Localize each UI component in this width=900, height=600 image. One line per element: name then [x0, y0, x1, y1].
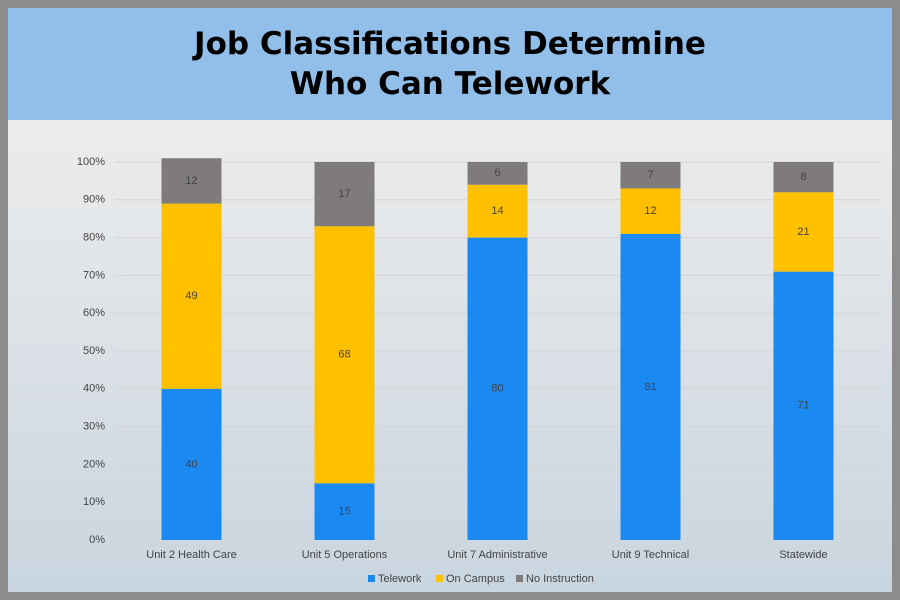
bar-segment: [773, 192, 834, 272]
x-tick-label: Unit 9 Technical: [612, 549, 689, 561]
legend-label: No Instruction: [526, 573, 594, 585]
bar-segment: [620, 233, 681, 540]
y-tick-label: 20%: [83, 458, 105, 470]
data-label: 80: [491, 383, 503, 395]
data-label: 71: [797, 400, 809, 412]
data-label: 7: [647, 169, 653, 181]
legend-swatch: [368, 575, 375, 582]
legend-label: On Campus: [446, 573, 505, 585]
bar-segment: [161, 158, 222, 204]
legend-swatch: [516, 575, 523, 582]
data-label: 15: [338, 506, 350, 518]
y-tick-label: 100%: [77, 156, 105, 168]
data-label: 12: [185, 175, 197, 187]
chart-title: Job Classifications Determine Who Can Te…: [194, 26, 706, 102]
bar-segment: [467, 237, 528, 540]
data-label: 49: [185, 290, 197, 302]
legend-swatch: [436, 575, 443, 582]
title-banner: Job Classifications Determine Who Can Te…: [8, 8, 892, 120]
data-label: 8: [800, 171, 806, 183]
x-tick-label: Unit 2 Health Care: [146, 549, 237, 561]
data-label: 12: [644, 205, 656, 217]
bar-segment: [620, 162, 681, 189]
bar-segment: [314, 226, 375, 484]
bar-segment: [773, 162, 834, 193]
y-tick-label: 50%: [83, 345, 105, 357]
y-tick-label: 90%: [83, 194, 105, 206]
data-label: 68: [338, 349, 350, 361]
bar-segment: [467, 184, 528, 238]
data-label: 81: [644, 381, 656, 393]
y-tick-label: 0%: [89, 534, 105, 546]
y-tick-label: 30%: [83, 421, 105, 433]
data-label: 17: [338, 188, 350, 200]
x-tick-label: Statewide: [779, 549, 827, 561]
plot-background: [8, 120, 892, 592]
bar-segment: [314, 162, 375, 227]
y-tick-label: 10%: [83, 496, 105, 508]
y-tick-label: 60%: [83, 307, 105, 319]
bar-segment: [161, 388, 222, 540]
bar-segment: [773, 271, 834, 540]
x-tick-label: Unit 7 Administrative: [447, 549, 547, 561]
bar-segment: [620, 188, 681, 234]
bar-segment: [314, 483, 375, 540]
data-label: 6: [494, 167, 500, 179]
bar-segment: [467, 162, 528, 185]
bar-segment: [161, 203, 222, 389]
data-label: 14: [491, 205, 503, 217]
legend-label: Telework: [378, 573, 422, 585]
y-tick-label: 70%: [83, 269, 105, 281]
data-label: 40: [185, 458, 197, 470]
y-tick-label: 40%: [83, 383, 105, 395]
data-label: 21: [797, 226, 809, 238]
y-tick-label: 80%: [83, 232, 105, 244]
x-tick-label: Unit 5 Operations: [302, 549, 388, 561]
